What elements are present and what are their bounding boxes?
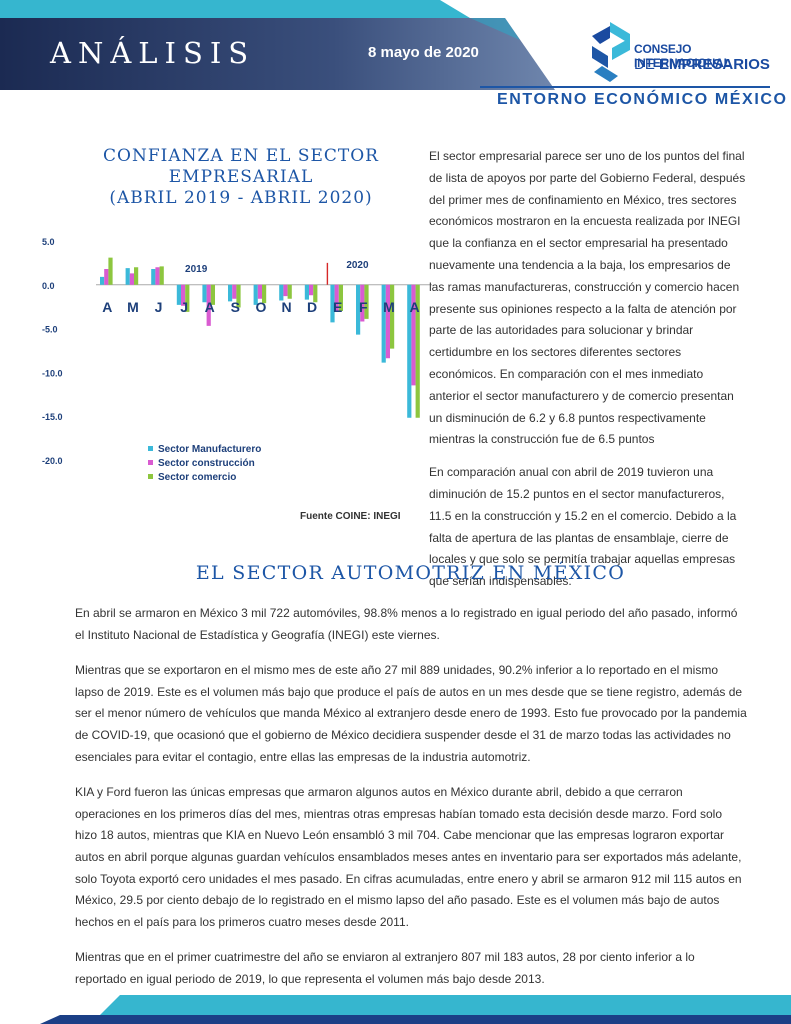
x-category-label: F [359, 299, 369, 315]
footer-banner [40, 995, 791, 1024]
chart-title-line3: (ABRIL 2019 - ABRIL 2020) [109, 188, 373, 208]
chart-title: CONFIANZA EN EL SECTOR EMPRESARIAL (ABRI… [72, 146, 410, 209]
bar [381, 284, 386, 363]
bar [134, 267, 139, 285]
chart-source: Fuente COINE: INEGI [300, 511, 401, 522]
legend-swatch [148, 460, 153, 465]
legend-label: Sector construcción [158, 458, 255, 469]
legend-swatch [148, 446, 153, 451]
right-paragraph-2: En comparación anual con abril de 2019 t… [429, 465, 737, 589]
x-category-label: S [231, 299, 241, 315]
bar [129, 273, 134, 285]
header-title: ANÁLISIS [50, 36, 256, 70]
bar [415, 284, 420, 418]
bar [253, 284, 258, 305]
x-category-label: M [127, 299, 140, 315]
bar [125, 268, 130, 285]
bar [407, 284, 412, 418]
header-subtitle: ENTORNO ECONÓMICO MÉXICO [497, 91, 788, 108]
bar [390, 284, 395, 349]
y-tick-label: 5.0 [42, 237, 55, 247]
bar [304, 284, 309, 300]
bar [159, 266, 164, 285]
bar [236, 284, 241, 308]
bar [360, 284, 365, 322]
bar [108, 257, 113, 285]
bar [185, 284, 190, 312]
y-tick-label: -20.0 [42, 456, 63, 466]
bar [155, 267, 160, 285]
bar [313, 284, 318, 303]
bar [279, 284, 284, 301]
bar [287, 284, 292, 299]
bar [364, 284, 369, 319]
chart-title-line2: EMPRESARIAL [168, 167, 314, 187]
logo-text-line1: CONSEJO INTERNACIONAL [634, 42, 731, 70]
bar [356, 284, 361, 335]
bar [104, 269, 109, 285]
logo-icon [592, 22, 630, 82]
logo-text-prefix: DE [634, 56, 660, 73]
legend-label: Sector comercio [158, 472, 236, 483]
auto-paragraph-4: Mientras que en el primer cuatrimestre d… [75, 950, 695, 986]
confidence-bar-chart: 5.00.0-5.0-10.0-15.0-20.0A M J J A S O N D E F M A20… [42, 237, 432, 483]
bar [338, 284, 343, 311]
bar [262, 284, 267, 304]
bar [228, 284, 233, 302]
x-category-label: A [409, 299, 420, 315]
header-banner [0, 0, 790, 90]
bar [232, 284, 237, 299]
auto-paragraph-1: En abril se armaron en México 3 mil 722 … [75, 606, 738, 642]
bar [181, 284, 186, 306]
bar [151, 269, 156, 285]
bar [100, 276, 105, 285]
bar [411, 284, 416, 386]
x-category-label: N [281, 299, 292, 315]
year-label-2019: 2019 [185, 264, 208, 275]
header-date: 8 mayo de 2020 [368, 44, 479, 61]
bar [283, 284, 288, 297]
right-column-text: El sector empresarial parece ser uno de … [429, 146, 747, 604]
y-tick-label: -15.0 [42, 412, 63, 422]
legend-swatch [148, 474, 153, 479]
bar [309, 284, 314, 296]
bar [385, 284, 390, 359]
bar [334, 284, 339, 312]
bar [210, 284, 215, 305]
bar [257, 284, 262, 299]
x-category-label: E [333, 299, 343, 315]
x-category-label: O [255, 299, 267, 315]
logo-text-line2: DE EMPRESARIOS [634, 56, 770, 73]
auto-paragraph-2: Mientras que se exportaron en el mismo m… [75, 663, 747, 764]
auto-section-title: EL SECTOR AUTOMOTRIZ EN MÉXICO [195, 562, 626, 584]
y-tick-label: -10.0 [42, 368, 63, 378]
x-category-label: D [307, 299, 318, 315]
logo-text-bold: EMPRESARIOS [659, 56, 770, 73]
bar [202, 284, 207, 303]
bar [176, 284, 181, 305]
right-paragraph-1: El sector empresarial parece ser uno de … [429, 149, 746, 447]
bar [206, 284, 211, 326]
y-tick-label: -5.0 [42, 325, 58, 335]
auto-paragraph-3: KIA y Ford fueron las únicas empresas qu… [75, 785, 742, 929]
x-category-label: A [102, 299, 113, 315]
auto-section-body: En abril se armaron en México 3 mil 722 … [75, 603, 747, 1005]
y-tick-label: 0.0 [42, 281, 55, 291]
x-category-label: J [155, 299, 164, 315]
bar [330, 284, 335, 323]
legend-label: Sector Manufacturero [158, 444, 261, 455]
year-label-2020: 2020 [346, 260, 369, 271]
x-category-label: J [180, 299, 189, 315]
x-category-label: M [383, 299, 396, 315]
chart-title-line1: CONFIANZA EN EL SECTOR [103, 146, 379, 166]
x-category-label: A [205, 299, 216, 315]
